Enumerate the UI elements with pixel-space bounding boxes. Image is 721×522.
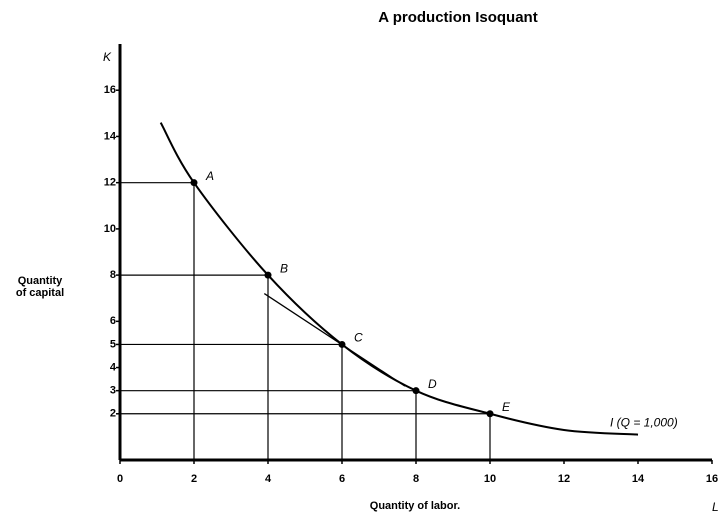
x-axis-label: Quantity of labor. [370, 500, 460, 512]
x-tick-label: 0 [117, 473, 123, 485]
y-tick-label: 10 [104, 223, 116, 235]
y-tick-label: 3 [110, 385, 116, 397]
x-tick-label: 16 [706, 473, 718, 485]
point [190, 179, 198, 187]
x-tick-label: 10 [484, 473, 496, 485]
x-tick-label: 4 [265, 473, 272, 485]
point [264, 271, 272, 279]
y-tick-label: 2 [110, 408, 116, 420]
point [338, 340, 346, 348]
point-label: C [354, 331, 363, 345]
x-tick-label: 6 [339, 473, 345, 485]
y-tick-label: 6 [110, 315, 116, 327]
y-tick-label: 14 [104, 130, 117, 142]
y-axis-letter: K [103, 50, 112, 64]
curve-label: I (Q = 1,000) [610, 416, 678, 430]
y-tick-label: 8 [110, 269, 116, 281]
point-label: A [205, 169, 214, 183]
point [486, 410, 494, 418]
point [412, 387, 420, 395]
point-label: B [280, 261, 288, 275]
point-label: E [502, 400, 511, 414]
point-label: D [428, 377, 437, 391]
isoquant-curve [159, 122, 639, 436]
x-tick-label: 2 [191, 473, 197, 485]
y-axis-label: of capital [16, 287, 64, 299]
y-tick-label: 12 [104, 177, 116, 189]
x-tick-label: 8 [413, 473, 419, 485]
y-tick-label: 4 [110, 361, 117, 373]
y-tick-label: 16 [104, 84, 116, 96]
y-tick-label: 5 [110, 338, 116, 350]
x-axis-letter: L [712, 500, 719, 514]
x-tick-label: 12 [558, 473, 570, 485]
y-axis-label: Quantity [18, 275, 63, 287]
chart-title: A production Isoquant [378, 9, 537, 26]
x-tick-label: 14 [632, 473, 645, 485]
